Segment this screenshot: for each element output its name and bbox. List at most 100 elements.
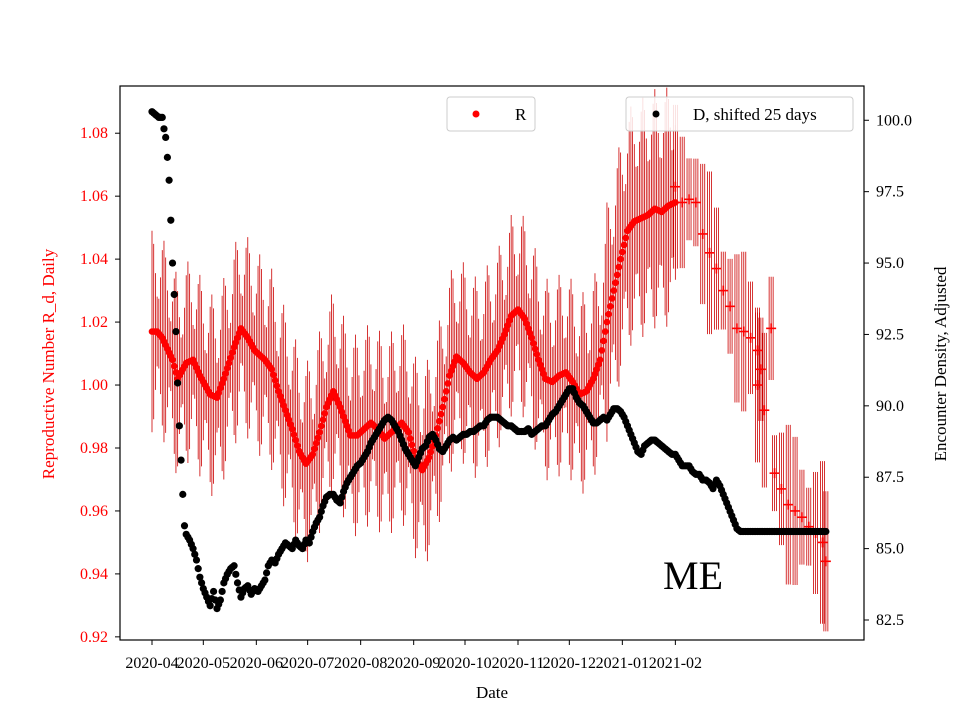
d-point <box>209 587 218 596</box>
d-point <box>822 527 830 536</box>
legend-r-marker <box>472 110 480 118</box>
d-point <box>172 327 180 336</box>
r-point <box>608 295 616 302</box>
r-point <box>319 416 327 423</box>
r-point <box>610 287 618 294</box>
y-left-tick-label: 1.02 <box>80 314 108 331</box>
r-point <box>290 431 298 438</box>
d-point <box>163 153 171 161</box>
d-point <box>196 573 204 581</box>
r-point <box>410 447 417 455</box>
r-point <box>598 347 606 354</box>
y-left-tick-label: 1.08 <box>80 125 108 142</box>
d-point <box>179 490 187 498</box>
r-point <box>442 388 450 395</box>
r-point <box>607 303 614 310</box>
d-point <box>218 587 226 596</box>
d-point <box>191 550 199 558</box>
r-point <box>273 382 281 390</box>
d-point <box>165 176 173 184</box>
d-point <box>160 125 168 133</box>
y-right-tick-label: 90.0 <box>876 398 904 415</box>
x-tick-label: 2020-10 <box>438 655 491 672</box>
d-point <box>338 493 346 501</box>
y-axis-left-label: Reproductive Number R_d, Daily <box>39 248 58 479</box>
r-point <box>220 375 228 383</box>
plot-frame <box>119 85 865 641</box>
d-point <box>336 499 344 507</box>
d-point <box>216 596 225 604</box>
x-tick-label: 2021-02 <box>649 655 702 672</box>
y-left-tick-label: 0.94 <box>80 566 108 583</box>
r-series-group <box>148 181 831 567</box>
r-point <box>222 370 229 377</box>
r-point <box>531 345 539 353</box>
r-point <box>441 395 448 403</box>
d-point <box>180 522 189 530</box>
d-point <box>177 456 185 464</box>
legend-d-label: D, shifted 25 days <box>693 105 817 124</box>
r-point <box>605 310 612 318</box>
d-point <box>233 579 242 587</box>
y-right-tick-label: 87.5 <box>876 469 904 486</box>
y-right-tick-label: 100.0 <box>876 112 912 129</box>
r-point <box>612 279 619 287</box>
legend-d-marker <box>652 110 660 118</box>
d-point <box>168 259 177 267</box>
legend-r: R <box>446 96 536 132</box>
r-point <box>617 255 624 263</box>
r-point <box>169 356 176 364</box>
y-right-tick-label: 92.5 <box>876 326 904 343</box>
d-point <box>158 113 166 122</box>
r-point <box>408 441 416 449</box>
y-right-tick-label: 95.0 <box>876 255 904 272</box>
y-right-tick-label: 82.5 <box>876 612 904 629</box>
r-point <box>601 328 609 335</box>
r-point <box>229 349 236 356</box>
y-axis-right-label: Encounter Density, Adjusted <box>931 266 950 461</box>
r-point <box>672 199 679 206</box>
r-point <box>270 371 277 379</box>
d-point <box>317 507 325 516</box>
r-point <box>288 425 296 433</box>
r-point <box>268 365 276 373</box>
d-point <box>189 545 197 553</box>
d-point <box>305 539 313 547</box>
d-point <box>175 422 183 430</box>
d-point <box>197 579 206 587</box>
r-point <box>314 434 322 442</box>
x-tick-label: 2020-08 <box>334 655 387 672</box>
x-axis-label: Date <box>476 683 508 702</box>
r-point <box>619 248 626 256</box>
y-right-tick-label: 85.0 <box>876 541 904 558</box>
legend-d: D, shifted 25 days <box>625 96 854 132</box>
r-point <box>439 403 447 411</box>
r-point <box>406 435 414 442</box>
r-point <box>223 364 231 372</box>
y-axis-left: 0.92 0.94 0.96 0.98 1.00 1.02 1.04 1.06 1.08 <box>80 125 120 646</box>
d-point <box>262 569 271 577</box>
r-point <box>425 454 433 461</box>
legend-d-frame <box>625 96 854 132</box>
d-point <box>194 565 202 573</box>
d-point <box>230 562 238 570</box>
y-left-tick-label: 1.06 <box>80 188 108 205</box>
r-point <box>225 359 233 367</box>
r-point <box>613 271 621 279</box>
r-point <box>528 334 535 342</box>
r-point <box>271 377 279 384</box>
r-point <box>405 428 412 436</box>
y-left-tick-label: 1.00 <box>80 377 108 394</box>
x-tick-label: 2020-11 <box>492 655 545 672</box>
x-tick-label: 2020-06 <box>230 655 283 672</box>
y-left-tick-label: 0.98 <box>80 440 108 457</box>
legend-r-frame <box>446 96 536 132</box>
r-point <box>620 241 628 249</box>
r-point <box>436 417 443 425</box>
r-point <box>318 422 325 430</box>
r-point <box>615 263 623 271</box>
x-tick-label: 2020-05 <box>177 655 230 672</box>
y-right-tick-label: 97.5 <box>876 184 904 201</box>
